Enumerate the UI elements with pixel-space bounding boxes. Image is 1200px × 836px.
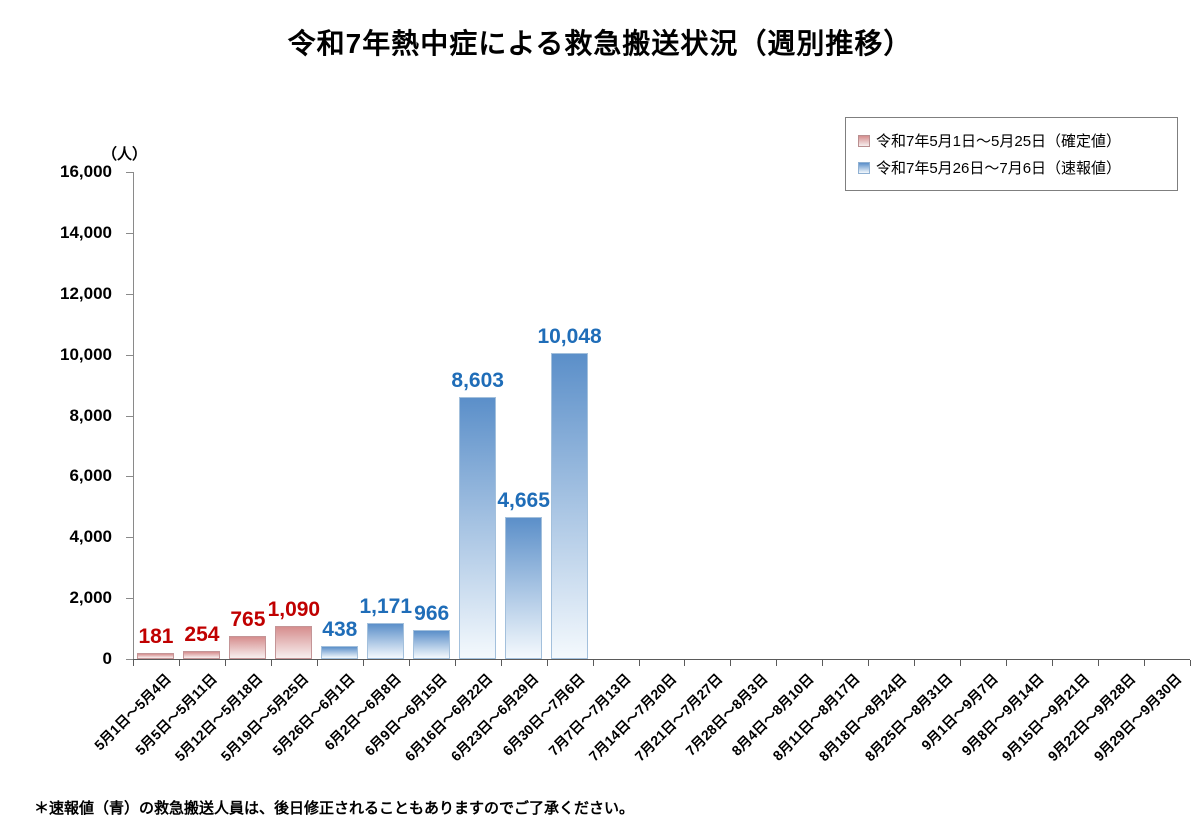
y-axis-tick xyxy=(126,415,133,417)
legend-item-confirmed: 令和7年5月1日～5月25日（確定値） xyxy=(858,127,1165,154)
y-axis-tick-label: 12,000 xyxy=(60,283,112,303)
x-axis-tick xyxy=(914,660,916,666)
y-axis-tick-label: 6,000 xyxy=(69,466,112,486)
x-axis-tick xyxy=(776,660,778,666)
x-axis-tick xyxy=(592,660,594,666)
bar-confirmed xyxy=(275,625,313,659)
bar-preliminary xyxy=(459,397,497,659)
y-axis-unit-label: （人） xyxy=(102,146,148,163)
bar-preliminary xyxy=(321,645,359,659)
x-axis-tick xyxy=(1190,660,1191,666)
x-axis-tick xyxy=(730,660,732,666)
x-axis-tick xyxy=(1006,660,1008,666)
bar-value-label: 438 xyxy=(322,617,358,641)
chart-title: 令和7年熱中症による救急搬送状況（週別推移） xyxy=(287,28,913,59)
y-axis-tick-label: 10,000 xyxy=(60,344,112,364)
y-axis-tick-label: 8,000 xyxy=(69,405,112,425)
x-axis-tick xyxy=(224,660,226,666)
bar-confirmed xyxy=(137,653,175,659)
bar-confirmed xyxy=(183,651,221,659)
bar-preliminary xyxy=(367,623,405,659)
x-axis-tick xyxy=(178,660,180,666)
legend-label-confirmed: 令和7年5月1日～5月25日（確定値） xyxy=(876,133,1122,150)
x-axis-tick xyxy=(822,660,824,666)
y-axis-tick xyxy=(126,537,133,539)
x-axis-tick xyxy=(868,660,870,666)
y-axis-tick-label: 14,000 xyxy=(60,222,112,242)
y-axis-tick-label: 0 xyxy=(102,649,112,668)
x-axis-tick xyxy=(1052,660,1054,666)
bar-confirmed xyxy=(229,635,267,659)
y-axis-tick xyxy=(126,598,133,600)
x-axis-tick xyxy=(270,660,272,666)
bar-value-label: 1,090 xyxy=(267,597,321,621)
x-axis-tick xyxy=(1144,660,1146,666)
y-axis-tick-label: 16,000 xyxy=(60,162,112,181)
legend-swatch-preliminary-icon xyxy=(858,161,870,174)
y-axis-tick xyxy=(126,172,133,173)
bar-value-label: 4,665 xyxy=(497,489,550,512)
x-axis-tick xyxy=(362,660,364,666)
y-axis-tick xyxy=(126,659,133,660)
y-axis-tick xyxy=(126,354,133,356)
x-axis-tick xyxy=(960,660,962,666)
x-axis-tick xyxy=(316,660,318,666)
legend-item-preliminary: 令和7年5月26日～7月6日（速報値） xyxy=(858,154,1165,181)
bar-value-label: 181 xyxy=(138,625,174,649)
x-axis-tick xyxy=(684,660,686,666)
legend-label-preliminary: 令和7年5月26日～7月6日（速報値） xyxy=(876,160,1122,177)
x-axis-tick xyxy=(133,660,134,666)
bar-preliminary xyxy=(505,517,543,659)
y-axis-tick-label: 2,000 xyxy=(69,588,112,608)
y-axis-line xyxy=(133,172,134,659)
y-axis-tick xyxy=(126,293,133,295)
x-axis-line xyxy=(126,659,1190,660)
x-axis-tick xyxy=(1098,660,1100,666)
y-axis-tick xyxy=(126,232,133,234)
bar-value-label: 8,603 xyxy=(451,369,504,393)
x-axis-tick xyxy=(454,660,456,666)
bar-value-label: 254 xyxy=(184,623,220,647)
x-axis-tick xyxy=(546,660,548,666)
bar-value-label: 966 xyxy=(414,601,450,625)
bar-value-label: 1,171 xyxy=(359,595,413,619)
footnote: ＊速報値（青）の救急搬送人員は、後日修正されることもありますのでご了承ください。 xyxy=(34,800,635,817)
bar-value-label: 765 xyxy=(230,607,266,631)
y-axis-tick-label: 4,000 xyxy=(69,527,112,547)
x-axis-tick xyxy=(638,660,640,666)
chart-legend: 令和7年5月1日～5月25日（確定値） 令和7年5月26日～7月6日（速報値） xyxy=(845,117,1178,191)
bar-preliminary xyxy=(551,353,589,659)
x-axis-tick xyxy=(500,660,502,666)
bar-value-label: 10,048 xyxy=(537,325,602,349)
y-axis-tick xyxy=(126,476,133,478)
bar-preliminary xyxy=(413,629,451,659)
legend-swatch-confirmed-icon xyxy=(858,134,870,147)
x-axis-tick xyxy=(408,660,410,666)
